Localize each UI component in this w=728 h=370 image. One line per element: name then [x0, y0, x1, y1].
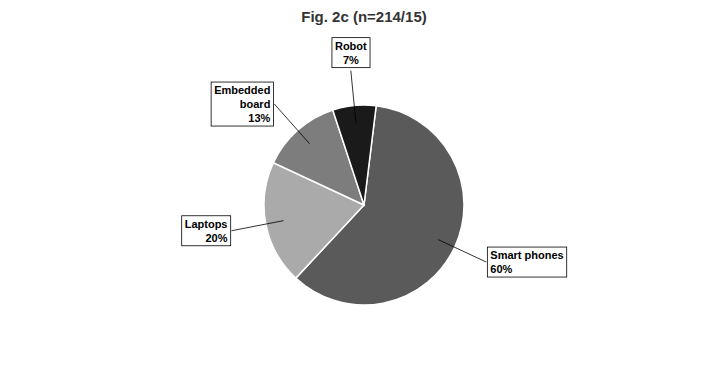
- slice-label: Laptops20%: [185, 218, 228, 244]
- slice-label: Smart phones60%: [490, 249, 563, 275]
- leader-line: [274, 104, 309, 144]
- leader-line: [438, 240, 486, 262]
- labels: Smart phones60% Laptops20% Embeddedboard13…: [182, 38, 567, 277]
- slice-label: Embeddedboard13%: [214, 84, 270, 124]
- leader-line: [231, 221, 283, 231]
- chart: Fig. 2c (n=214/15) Smart phones60% Laptops…: [0, 0, 728, 370]
- slice: [333, 105, 376, 205]
- label-box: [211, 82, 273, 126]
- label-box: [332, 38, 370, 68]
- leader-line: [351, 71, 356, 124]
- label-box: [182, 216, 231, 246]
- label-box: [487, 247, 566, 277]
- slice-label: Robot7%: [335, 40, 367, 66]
- title: Fig. 2c (n=214/15): [301, 8, 426, 25]
- pie: [264, 105, 464, 305]
